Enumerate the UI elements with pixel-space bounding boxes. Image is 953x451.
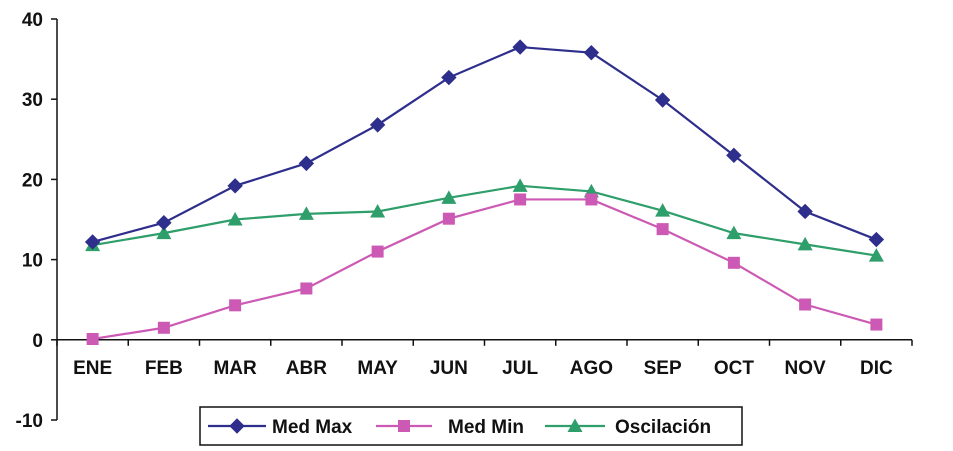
legend-label: Med Min xyxy=(448,417,524,438)
data-point-oscilacion xyxy=(797,236,813,251)
legend: Med Max Med Min Oscilación xyxy=(199,406,743,446)
y-tick-label: 0 xyxy=(32,331,43,352)
data-point-med-max xyxy=(84,234,101,250)
y-tick-label: 30 xyxy=(22,90,43,111)
x-tick-label: JUL xyxy=(502,358,538,379)
x-tick-label: SEP xyxy=(644,358,682,379)
x-tick-label: FEB xyxy=(145,358,183,379)
data-point-oscilacion xyxy=(655,203,671,217)
data-point-oscilacion xyxy=(441,190,457,204)
y-axis-tick-labels: -10 0 10 20 30 40 xyxy=(16,10,43,432)
data-point-oscilacion xyxy=(726,225,742,240)
data-point-med-max xyxy=(583,44,600,61)
legend-marker xyxy=(567,418,583,432)
chart-axes xyxy=(51,18,913,421)
data-point-oscilacion xyxy=(298,206,314,220)
data-point-oscilacion xyxy=(512,178,528,192)
data-point-med-max xyxy=(726,147,742,164)
data-point-med-min xyxy=(157,321,170,334)
data-point-med-min xyxy=(86,332,99,345)
data-point-med-max xyxy=(298,155,315,172)
x-tick-label: JUN xyxy=(430,358,468,379)
y-tick-label: 40 xyxy=(22,10,43,31)
data-point-med-max xyxy=(512,39,528,55)
y-tick-label: 20 xyxy=(22,170,43,191)
legend-item-oscilacion: Oscilación xyxy=(545,417,711,438)
series-line-med-min xyxy=(92,198,877,341)
legend-marker xyxy=(229,418,245,434)
y-tick-label: -10 xyxy=(16,411,43,432)
data-point-med-min xyxy=(799,298,812,311)
x-tick-label: ABR xyxy=(286,358,327,379)
data-point-med-max xyxy=(441,69,457,86)
data-point-med-max xyxy=(868,231,885,248)
data-point-med-min xyxy=(870,318,883,331)
x-tick-label: AGO xyxy=(570,358,613,379)
data-point-med-max xyxy=(797,203,813,220)
legend-marker xyxy=(398,420,410,432)
data-point-med-max xyxy=(369,117,386,133)
series-line-oscilacion xyxy=(92,184,877,257)
data-point-med-min xyxy=(585,193,598,206)
x-axis-tick-labels: ENE FEB MAR ABR MAY JUN JUL AGO SEP OCT NOV DIC xyxy=(73,358,893,379)
x-tick-label: OCT xyxy=(714,358,755,379)
series-line-med-max xyxy=(92,45,877,244)
legend-item-med-max: Med Max xyxy=(208,417,353,438)
legend-label: Med Max xyxy=(272,417,353,438)
y-tick-label: 10 xyxy=(22,251,43,272)
data-point-oscilacion xyxy=(156,225,172,240)
series-layer xyxy=(84,39,885,345)
x-tick-label: MAR xyxy=(213,358,257,379)
legend-box xyxy=(199,406,743,446)
data-point-med-min xyxy=(727,256,740,269)
data-point-med-min xyxy=(229,299,242,312)
data-point-oscilacion xyxy=(868,248,884,262)
data-point-med-min xyxy=(656,223,669,236)
legend-label: Oscilación xyxy=(615,417,711,438)
data-point-oscilacion xyxy=(227,212,243,226)
series-oscilacion xyxy=(85,178,884,262)
data-point-med-min xyxy=(371,245,384,258)
data-point-med-min xyxy=(442,212,455,225)
data-point-med-max xyxy=(156,215,172,231)
x-tick-label: DIC xyxy=(860,358,893,379)
data-point-med-max xyxy=(227,178,243,194)
x-tick-label: MAY xyxy=(357,358,398,379)
legend-item-med-min: Med Min xyxy=(376,417,524,438)
data-point-med-max xyxy=(654,92,671,108)
data-point-oscilacion xyxy=(370,203,386,218)
x-tick-label: ENE xyxy=(73,358,112,379)
series-med-max xyxy=(84,39,885,250)
data-point-med-min xyxy=(300,282,313,295)
data-point-med-min xyxy=(514,193,527,206)
series-med-min xyxy=(86,193,883,345)
x-tick-label: NOV xyxy=(785,358,827,379)
